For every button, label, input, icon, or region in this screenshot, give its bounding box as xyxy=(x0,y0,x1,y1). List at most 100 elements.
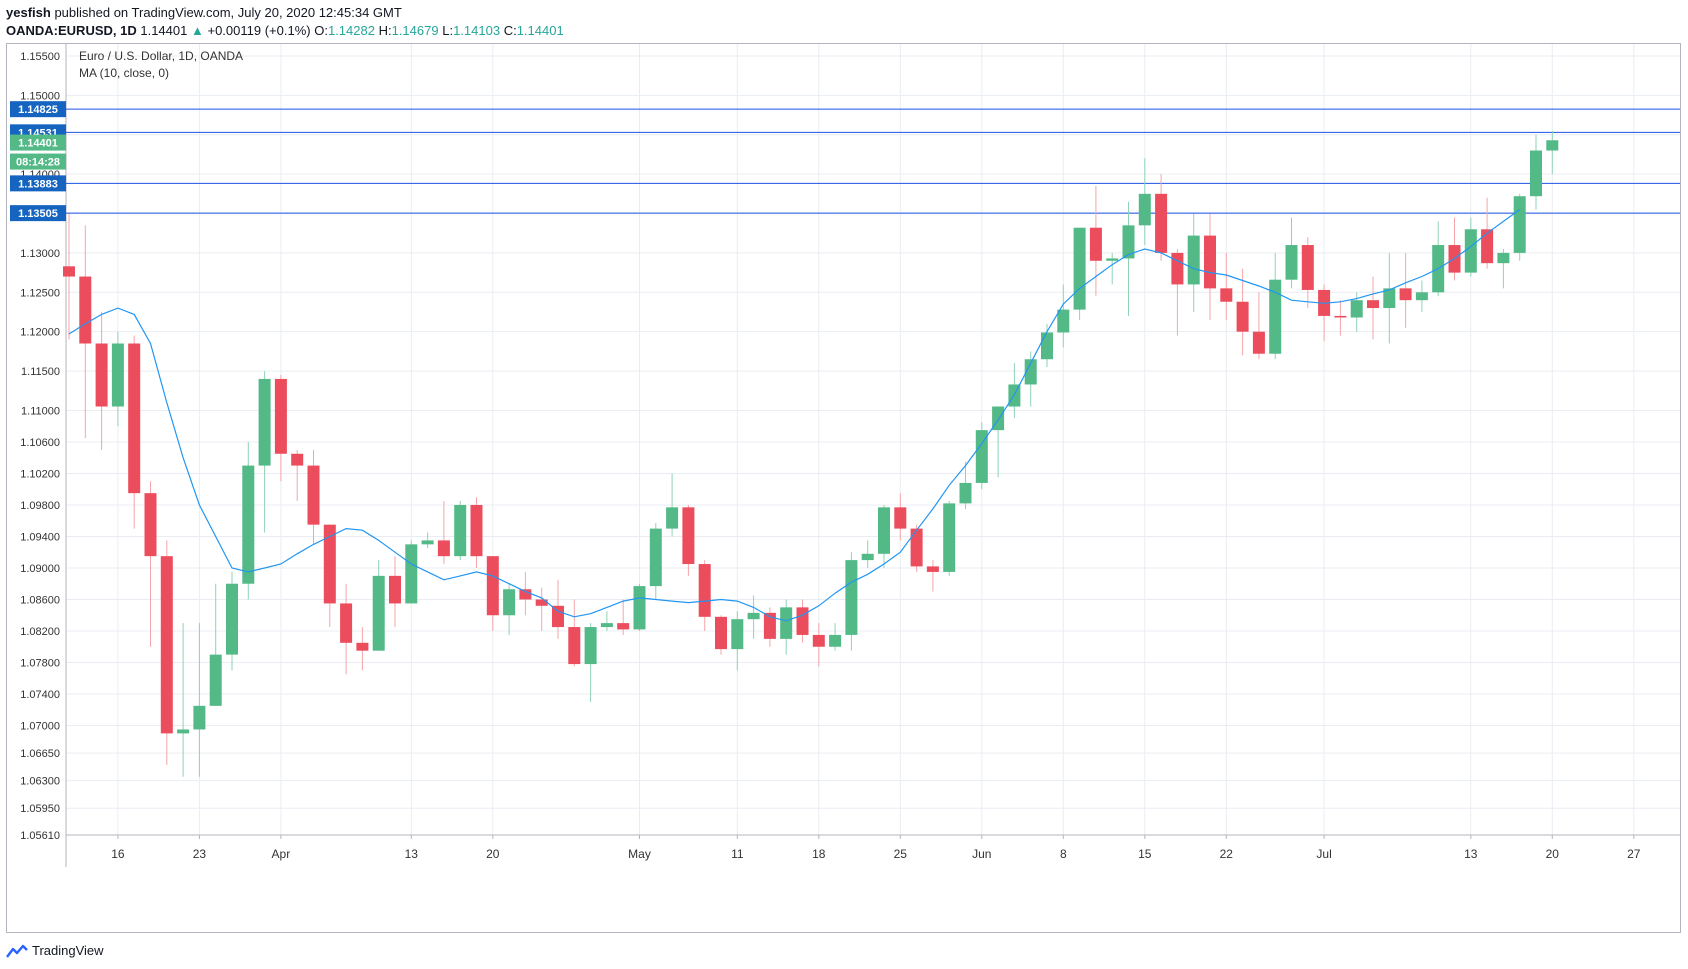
candle-body xyxy=(1024,359,1037,385)
candle-up xyxy=(747,595,760,639)
ma-legend[interactable]: MA (10, close, 0) xyxy=(79,66,170,80)
candle-up xyxy=(861,540,874,568)
candle-body xyxy=(1546,140,1559,151)
y-tick-label: 1.06300 xyxy=(20,776,60,788)
candle-body xyxy=(910,528,923,567)
low-label: L: xyxy=(442,23,454,38)
candle-body xyxy=(1220,288,1233,302)
ma-line xyxy=(68,209,1521,622)
candle-body xyxy=(1171,252,1184,285)
candle-body xyxy=(1481,229,1494,264)
price-line-badge-bg xyxy=(10,175,66,192)
candle-up xyxy=(454,501,467,561)
candle-up xyxy=(421,532,434,549)
high-label: H: xyxy=(378,23,392,38)
candle-up xyxy=(1285,217,1298,289)
chart-frame[interactable] xyxy=(6,43,1681,933)
publisher-name[interactable]: yesfish xyxy=(6,5,51,20)
candle-body xyxy=(894,507,907,529)
close-label: C: xyxy=(503,23,517,38)
candle-down xyxy=(274,375,287,482)
last-price: 1.14401 xyxy=(140,23,188,38)
publish-line: yesfish published on TradingView.com, Ju… xyxy=(6,4,564,22)
candle-body xyxy=(193,705,206,730)
candle-body xyxy=(1204,235,1216,289)
candle-down xyxy=(763,607,776,647)
candle-up xyxy=(1546,130,1559,175)
candle-up xyxy=(1513,193,1526,261)
candle-body xyxy=(323,524,336,604)
ohlc-line: OANDA:EURUSD, 1D 1.14401 ▲ +0.00119 (+0.… xyxy=(6,22,564,40)
candle-body xyxy=(111,343,124,407)
y-tick-label: 1.15500 xyxy=(20,51,60,63)
x-tick-label: 20 xyxy=(486,847,500,861)
candle-body xyxy=(95,343,108,407)
candle-up xyxy=(1106,252,1119,285)
price-chart[interactable]: 1.155001.150001.145001.140001.135001.130… xyxy=(0,0,1688,940)
candle-body xyxy=(291,453,304,466)
candle-up xyxy=(584,623,597,702)
candle-body xyxy=(1367,300,1379,309)
candle-body xyxy=(1497,252,1510,264)
x-tick-label: 16 xyxy=(111,847,125,861)
candle-body xyxy=(715,616,727,650)
candle-body xyxy=(1269,279,1282,354)
candle-body xyxy=(552,605,564,628)
candle-down xyxy=(1301,237,1314,309)
footer-brand[interactable]: TradingView xyxy=(6,943,104,958)
candle-body xyxy=(1285,245,1298,280)
candle-up xyxy=(1122,201,1135,316)
candle-down xyxy=(1204,213,1216,320)
candle-up xyxy=(177,623,190,777)
candle-body xyxy=(535,599,548,606)
candle-body xyxy=(144,493,157,557)
candle-up xyxy=(600,611,613,631)
candle-body xyxy=(943,503,956,572)
candle-body xyxy=(274,378,287,454)
candle-body xyxy=(405,544,418,604)
candle-up xyxy=(242,441,255,600)
candle-body xyxy=(682,507,695,565)
candle-down xyxy=(1236,268,1249,356)
candle-body xyxy=(1513,196,1526,253)
candle-down xyxy=(160,540,173,765)
y-tick-label: 1.07400 xyxy=(20,689,60,701)
candle-down xyxy=(1252,292,1265,360)
x-tick-label: 20 xyxy=(1546,847,1560,861)
candle-up xyxy=(829,623,842,651)
candle-down xyxy=(291,449,304,502)
candle-body xyxy=(1252,331,1265,354)
candle-down xyxy=(698,560,711,631)
candle-down xyxy=(1448,217,1461,281)
published-text: published on TradingView.com, July 20, 2… xyxy=(54,5,402,20)
candle-down xyxy=(79,225,92,439)
candle-body xyxy=(1138,193,1151,226)
x-tick-label: 13 xyxy=(405,847,419,861)
open-label: O: xyxy=(314,23,328,38)
candle-down xyxy=(894,493,907,541)
candle-body xyxy=(1530,150,1542,197)
candle-down xyxy=(486,556,499,631)
bar-countdown-badge-bg xyxy=(10,153,66,170)
candle-body xyxy=(503,589,516,616)
candle-body xyxy=(242,465,255,584)
candle-down xyxy=(437,501,450,565)
candle-body xyxy=(437,540,450,557)
candle-body xyxy=(878,507,890,554)
candle-up xyxy=(666,473,679,537)
candle-body xyxy=(1301,245,1314,290)
candle-up xyxy=(1415,280,1428,312)
price-line-badge-bg xyxy=(10,205,66,222)
price-line-badge: 1.14825 xyxy=(18,104,58,116)
candle-body xyxy=(861,553,874,561)
low-value: 1.14103 xyxy=(453,23,501,38)
candle-down xyxy=(535,587,548,631)
up-arrow-icon: ▲ xyxy=(190,23,204,38)
y-tick-label: 1.08600 xyxy=(20,594,60,606)
y-axis-ticks: 1.155001.150001.145001.140001.135001.130… xyxy=(20,51,60,842)
candle-down xyxy=(1399,252,1412,328)
candle-body xyxy=(486,556,499,616)
x-tick-label: 22 xyxy=(1220,847,1234,861)
candle-body xyxy=(1187,235,1200,285)
candle-up xyxy=(405,540,418,604)
